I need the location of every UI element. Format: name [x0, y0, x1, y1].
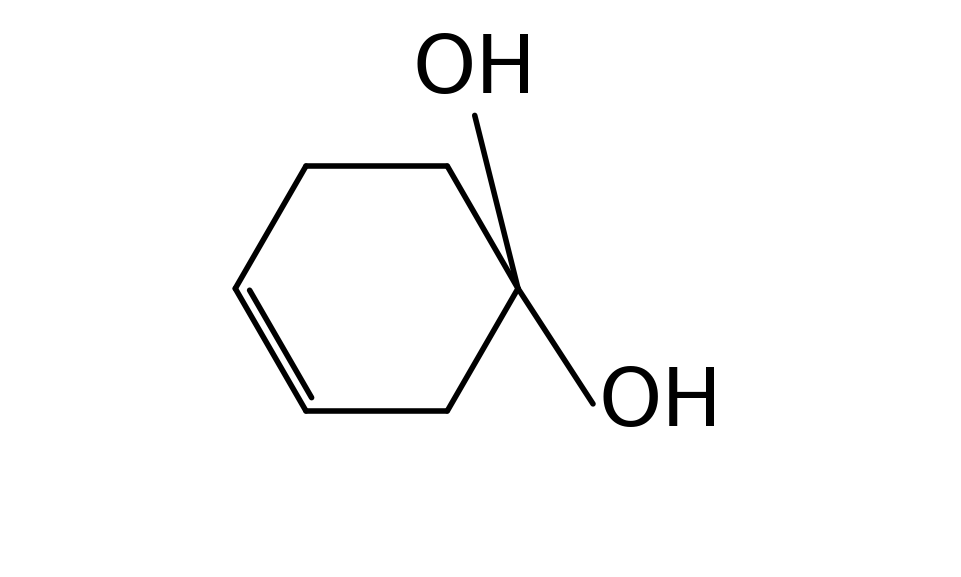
- Text: OH: OH: [413, 32, 536, 110]
- Text: OH: OH: [599, 365, 723, 443]
